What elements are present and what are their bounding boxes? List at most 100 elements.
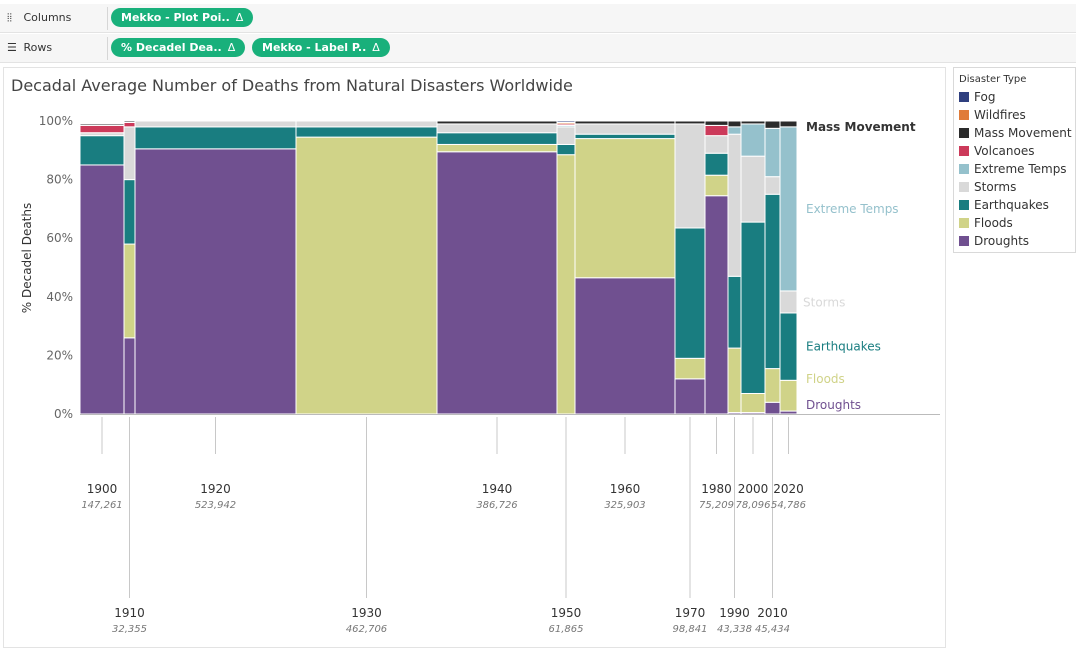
bar-segment-1910-mass-movement[interactable] [123,120,136,123]
bar-segment-1940-earthquakes[interactable] [436,132,558,145]
legend-swatch [959,182,969,192]
series-label-extreme-temps: Extreme Temps [806,202,899,216]
decade-total-1980: 75,209 [699,500,734,511]
decade-column-1950 [556,120,576,415]
bar-segment-2020-extreme-temps[interactable] [779,126,798,292]
legend-swatch [959,128,969,138]
bar-segment-2000-mass-movement[interactable] [740,120,766,125]
decade-total-1990: 43,338 [717,624,752,635]
bar-segment-2010-droughts[interactable] [764,401,781,415]
bar-segment-1920-droughts[interactable] [134,148,297,415]
bar-segment-1940-mass-movement[interactable] [436,120,558,125]
legend-item-label: Mass Movement [974,126,1072,140]
bar-segment-1960-storms[interactable] [574,123,676,135]
rows-pill-label-position[interactable]: Mekko - Label P.. Δ [252,38,390,57]
bar-segment-1960-mass-movement[interactable] [574,120,676,125]
bar-segment-1950-fog[interactable] [556,120,576,123]
bar-segment-1950-floods[interactable] [556,154,576,415]
bar-segment-1960-earthquakes[interactable] [574,133,676,140]
bar-segment-2000-extreme-temps[interactable] [740,123,766,157]
bar-segment-1970-earthquakes[interactable] [674,227,706,359]
decade-column-1960 [574,120,676,415]
bar-segment-1910-storms[interactable] [123,126,136,181]
bar-segment-1990-earthquakes[interactable] [727,275,742,349]
legend-item-label: Volcanoes [974,144,1035,158]
decade-label-2010: 2010 [757,606,788,620]
bar-segment-1950-storms[interactable] [556,126,576,145]
shelf-divider [107,7,108,30]
bar-segment-2020-floods[interactable] [779,379,798,412]
bar-segment-1940-storms[interactable] [436,123,558,134]
legend-item-extreme-temps[interactable]: Extreme Temps [954,162,1075,180]
bar-segment-1910-volcanoes[interactable] [123,121,136,128]
bar-segment-1900-mass-movement[interactable] [79,123,125,126]
bar-segment-1970-floods[interactable] [674,357,706,380]
bar-segment-1910-floods[interactable] [123,243,136,339]
bar-segment-2010-storms[interactable] [764,176,781,195]
bar-segment-1970-droughts[interactable] [674,378,706,415]
bar-segment-1930-floods[interactable] [295,136,438,415]
bar-segment-2010-floods[interactable] [764,368,781,403]
bar-segment-2010-mass-movement[interactable] [764,120,781,129]
legend-item-floods[interactable]: Floods [954,216,1075,234]
bar-segment-1960-floods[interactable] [574,138,676,279]
bar-segment-1900-volcanoes[interactable] [79,124,125,134]
y-axis-label: % Decadel Deaths [20,203,34,313]
bar-segment-1940-droughts[interactable] [436,151,558,415]
columns-shelf-label: ⦙⦙ Columns [7,11,71,25]
bar-segment-1900-earthquakes[interactable] [79,135,125,166]
legend-item-droughts[interactable]: Droughts [954,234,1075,252]
bar-segment-1940-floods[interactable] [436,143,558,153]
bar-segment-1980-mass-movement[interactable] [704,120,729,126]
bar-segment-2020-storms[interactable] [779,290,798,314]
decade-total-1900: 147,261 [81,500,122,511]
chart-title: Decadal Average Number of Deaths from Na… [11,76,573,95]
bar-segment-1970-mass-movement[interactable] [674,120,706,125]
bar-segment-2020-mass-movement[interactable] [779,120,798,128]
decade-total-2000: 78,096 [736,500,771,511]
bar-segment-1970-storms[interactable] [674,123,706,229]
legend-item-wildfires[interactable]: Wildfires [954,108,1075,126]
legend-item-fog[interactable]: Fog [954,90,1075,108]
bar-segment-1990-mass-movement[interactable] [727,120,742,128]
legend-item-storms[interactable]: Storms [954,180,1075,198]
bar-segment-1980-volcanoes[interactable] [704,124,729,137]
bar-segment-2000-storms[interactable] [740,155,766,223]
bar-segment-2010-earthquakes[interactable] [764,193,781,370]
legend-title: Disaster Type [959,74,1027,85]
bar-segment-2020-earthquakes[interactable] [779,312,798,381]
bar-segment-1920-storms[interactable] [134,120,297,128]
bar-segment-1980-storms[interactable] [704,135,729,154]
decade-label-1950: 1950 [551,606,582,620]
decade-column-1980 [704,120,729,415]
bar-segment-1960-droughts[interactable] [574,277,676,415]
columns-pill-plot-point[interactable]: Mekko - Plot Poi.. Δ [111,8,254,27]
bar-segment-2010-extreme-temps[interactable] [764,127,781,178]
decade-label-1960: 1960 [610,482,641,496]
decade-column-2000 [740,120,766,415]
bar-segment-1990-extreme-temps[interactable] [727,126,742,135]
bar-segment-1980-droughts[interactable] [704,195,729,415]
legend-item-mass-movement[interactable]: Mass Movement [954,126,1075,144]
legend-item-volcanoes[interactable]: Volcanoes [954,144,1075,162]
bar-segment-1930-storms[interactable] [295,120,438,128]
decade-total-1930: 462,706 [346,624,387,635]
series-labels: Mass Movement Extreme Temps Storms Earthqua… [803,120,916,412]
bar-segment-1990-storms[interactable] [727,133,742,277]
bar-segment-1910-earthquakes[interactable] [123,179,136,245]
bar-segment-2000-floods[interactable] [740,392,766,414]
delta-icon: Δ [227,41,236,54]
bar-segment-1990-floods[interactable] [727,347,742,414]
bar-segment-1980-floods[interactable] [704,174,729,197]
rows-pill-decadel-deaths[interactable]: % Decadel Dea.. Δ [111,38,246,57]
bar-segment-1900-droughts[interactable] [79,164,125,415]
bar-segment-1930-earthquakes[interactable] [295,126,438,138]
pill-text: Mekko - Label P.. [262,41,367,54]
bar-segment-2000-earthquakes[interactable] [740,221,766,394]
legend-swatch [959,236,969,246]
bar-segment-1980-earthquakes[interactable] [704,152,729,176]
bar-segment-1920-earthquakes[interactable] [134,126,297,150]
bar-segment-1910-droughts[interactable] [123,337,136,415]
bar-segment-1950-earthquakes[interactable] [556,143,576,156]
legend-item-earthquakes[interactable]: Earthquakes [954,198,1075,216]
